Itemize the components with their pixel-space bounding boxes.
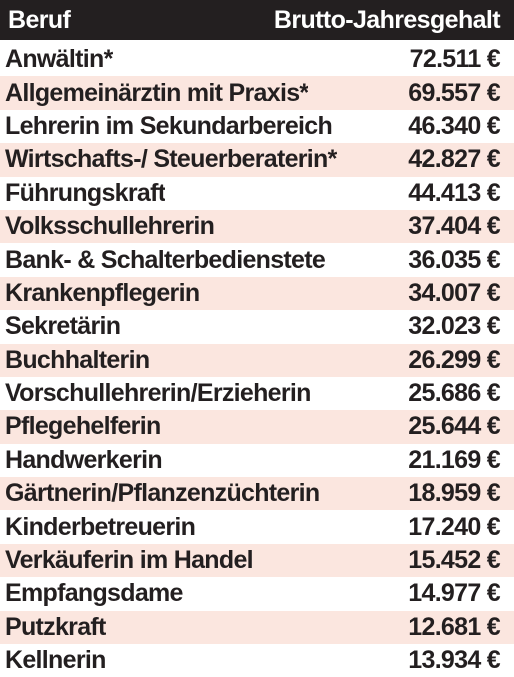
row-gehalt: 32.023 € bbox=[408, 312, 500, 341]
row-gehalt: 36.035 € bbox=[408, 245, 500, 274]
row-gehalt: 25.686 € bbox=[408, 379, 500, 408]
row-beruf: Kellnerin bbox=[5, 646, 106, 675]
table-row: Sekretärin 32.023 € bbox=[0, 310, 514, 344]
table-row: Führungskraft 44.413 € bbox=[0, 176, 514, 210]
table-row: Wirtschafts-/ Steuerberaterin* 42.827 € bbox=[0, 143, 514, 177]
row-beruf: Kinderbetreuerin bbox=[5, 512, 196, 541]
row-beruf: Führungskraft bbox=[5, 178, 166, 207]
table-row: Empfangsdame 14.977 € bbox=[0, 577, 514, 611]
row-gehalt: 13.934 € bbox=[408, 646, 500, 675]
table-row: Lehrerin im Sekundarbereich 46.340 € bbox=[0, 109, 514, 144]
row-beruf: Vorschullehrerin/Erzieherin bbox=[5, 379, 311, 408]
row-beruf: Putzkraft bbox=[5, 612, 106, 641]
row-beruf: Sekretärin bbox=[5, 312, 121, 341]
row-beruf: Krankenpflegerin bbox=[5, 278, 200, 307]
table-row: Putzkraft 12.681 € bbox=[0, 610, 514, 645]
table-row: Vorschullehrerin/Erzieherin 25.686 € bbox=[0, 376, 514, 411]
row-gehalt: 44.413 € bbox=[408, 178, 500, 207]
table-row: Handwerkerin 21.169 € bbox=[0, 443, 514, 478]
header-gehalt: Brutto-Jahresgehalt bbox=[273, 5, 501, 34]
row-beruf: Volksschullehrerin bbox=[5, 212, 215, 241]
table-row: Buchhalterin 26.299 € bbox=[0, 343, 514, 377]
row-gehalt: 15.452 € bbox=[408, 546, 500, 575]
row-beruf: Buchhalterin bbox=[5, 345, 150, 374]
row-beruf: Allgemeinärztin mit Praxis* bbox=[5, 78, 309, 107]
table-header: Beruf Brutto-Jahresgehalt bbox=[0, 0, 514, 40]
row-beruf: Anwältin* bbox=[5, 45, 113, 74]
row-gehalt: 25.644 € bbox=[408, 412, 500, 441]
row-gehalt: 26.299 € bbox=[408, 345, 500, 374]
table-row: Volksschullehrerin 37.404 € bbox=[0, 209, 514, 244]
row-beruf: Empfangsdame bbox=[5, 579, 183, 608]
row-beruf: Wirtschafts-/ Steuerberaterin* bbox=[5, 145, 337, 174]
table-row: Gärtnerin/Pflanzenzüchterin 18.959 € bbox=[0, 477, 514, 511]
row-beruf: Gärtnerin/Pflanzenzüchterin bbox=[5, 479, 320, 508]
row-gehalt: 37.404 € bbox=[408, 212, 500, 241]
row-gehalt: 72.511 € bbox=[409, 45, 501, 74]
table-row: Kellnerin 13.934 € bbox=[0, 644, 514, 677]
table-body: Anwältin* 72.511 € Allgemeinärztin mit Pra… bbox=[0, 40, 514, 677]
row-beruf: Verkäuferin im Handel bbox=[5, 546, 253, 575]
row-gehalt: 18.959 € bbox=[408, 479, 500, 508]
table-row: Anwältin* 72.511 € bbox=[0, 43, 514, 77]
table-row: Verkäuferin im Handel 15.452 € bbox=[0, 543, 514, 578]
table-row: Allgemeinärztin mit Praxis* 69.557 € bbox=[0, 76, 514, 110]
table-row: Krankenpflegerin 34.007 € bbox=[0, 276, 514, 311]
row-gehalt: 42.827 € bbox=[408, 145, 500, 174]
row-gehalt: 12.681 € bbox=[408, 612, 500, 641]
row-gehalt: 14.977 € bbox=[408, 579, 500, 608]
row-gehalt: 46.340 € bbox=[408, 111, 500, 140]
table-row: Bank- & Schalterbedienstete 36.035 € bbox=[0, 243, 514, 277]
row-beruf: Lehrerin im Sekundarbereich bbox=[5, 111, 333, 140]
row-gehalt: 69.557 € bbox=[408, 78, 500, 107]
header-beruf: Beruf bbox=[8, 5, 71, 34]
table-row: Kinderbetreuerin 17.240 € bbox=[0, 510, 514, 544]
row-gehalt: 17.240 € bbox=[408, 512, 500, 541]
row-beruf: Handwerkerin bbox=[5, 445, 162, 474]
row-beruf: Bank- & Schalterbedienstete bbox=[5, 245, 326, 274]
row-gehalt: 21.169 € bbox=[408, 445, 500, 474]
row-beruf: Pflegehelferin bbox=[5, 412, 161, 441]
table-row: Pflegehelferin 25.644 € bbox=[0, 410, 514, 444]
row-gehalt: 34.007 € bbox=[408, 278, 500, 307]
